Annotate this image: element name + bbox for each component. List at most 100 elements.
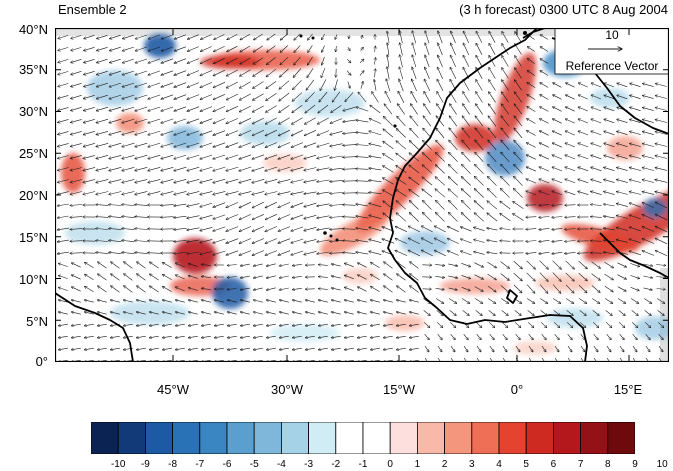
wind-arrow [70, 179, 82, 183]
wind-arrow [162, 274, 172, 280]
wind-arrow [617, 274, 627, 280]
wind-arrow [240, 287, 250, 290]
lon-label: 15°W [383, 382, 415, 397]
wind-arrow [657, 298, 665, 304]
wind-arrow [187, 179, 200, 182]
wind-arrow [240, 275, 250, 278]
wind-arrow [306, 92, 315, 101]
wind-arrow [642, 192, 655, 195]
wind-arrow [616, 228, 628, 231]
wind-arrow [252, 191, 265, 194]
wind-arrow [187, 215, 200, 219]
wind-arrow [280, 56, 289, 65]
wind-arrow [343, 132, 356, 133]
wind-arrow [375, 46, 376, 53]
wind-arrow [655, 168, 668, 171]
wind-arrow [501, 140, 510, 151]
wind-arrow [408, 250, 421, 257]
wind-arrow [578, 179, 589, 184]
wind-arrow [578, 83, 588, 88]
wind-arrow [396, 190, 407, 197]
wind-arrow [70, 217, 83, 218]
wind-arrow [462, 104, 470, 115]
wind-arrow [501, 128, 510, 139]
colorbar-label: -3 [304, 459, 314, 470]
wind-arrow [552, 217, 563, 218]
negative-anomaly [144, 34, 176, 58]
wind-arrow [267, 45, 276, 53]
wind-arrow [84, 312, 94, 315]
negative-anomaly [643, 198, 667, 218]
wind-arrow [343, 106, 356, 111]
wind-arrow [317, 191, 330, 194]
wind-arrow [188, 276, 198, 279]
wind-arrow [409, 189, 420, 198]
wind-arrow [565, 95, 575, 100]
wind-arrow [488, 92, 496, 103]
colorbar-label: 1 [414, 459, 421, 470]
lat-label: 5°N [26, 314, 48, 329]
wind-arrow [642, 239, 655, 244]
positive-anomaly [263, 154, 307, 172]
wind-arrow [137, 262, 146, 269]
wind-arrow [317, 203, 330, 206]
wind-arrow [395, 226, 408, 232]
wind-arrow [71, 71, 82, 74]
wind-arrow [566, 83, 575, 88]
wind-arrow [410, 286, 419, 293]
wind-arrow [474, 189, 484, 198]
lat-label: 0° [35, 354, 48, 369]
wind-arrow [293, 80, 302, 89]
wind-arrow [526, 229, 537, 230]
wind-arrow [322, 45, 325, 53]
wind-arrow [476, 67, 483, 79]
colorbar-label: 2 [441, 459, 448, 470]
wind-arrow [148, 130, 161, 135]
wind-arrow [412, 31, 417, 44]
wind-arrow [387, 31, 390, 43]
wind-arrow [448, 212, 458, 222]
wind-arrow [124, 274, 133, 281]
wind-arrow [265, 117, 277, 124]
colorbar-label: -10 [110, 459, 126, 470]
wind-arrow [447, 226, 459, 232]
wind-arrow [122, 58, 134, 63]
wind-arrow [330, 167, 343, 170]
wind-arrow [174, 203, 187, 206]
wind-arrow [642, 202, 655, 208]
wind-arrow [70, 229, 83, 230]
wind-arrow [396, 153, 407, 162]
wind-arrow [162, 286, 172, 292]
wind-arrow [383, 141, 394, 150]
wind-arrow [279, 80, 290, 89]
wind-arrow [410, 116, 419, 127]
wind-arrow [540, 59, 549, 64]
wind-arrow [400, 31, 403, 44]
wind-arrow [96, 167, 109, 170]
wind-arrow [294, 45, 301, 52]
wind-arrow [369, 131, 382, 136]
wind-arrow [135, 191, 148, 194]
wind-arrow [369, 118, 382, 124]
wind-arrow [161, 82, 174, 87]
wind-arrow [384, 104, 393, 115]
wind-arrow [252, 250, 265, 256]
colorbar [91, 422, 635, 454]
wind-arrow [161, 167, 174, 170]
wind-arrow [604, 83, 615, 88]
wind-arrow [383, 213, 394, 222]
wind-arrow [239, 154, 252, 159]
wind-arrow [213, 94, 226, 99]
wind-arrow [591, 143, 602, 148]
wind-arrow [58, 119, 69, 122]
wind-arrow [318, 289, 328, 290]
wind-arrow [109, 179, 122, 182]
wind-arrow [397, 286, 406, 293]
wind-arrow [330, 229, 343, 230]
wind-arrow [359, 71, 364, 76]
wind-arrow [226, 93, 238, 100]
wind-arrow [500, 285, 509, 293]
wind-arrow [425, 55, 430, 68]
wind-arrow [527, 82, 536, 88]
wind-arrow [461, 263, 470, 266]
